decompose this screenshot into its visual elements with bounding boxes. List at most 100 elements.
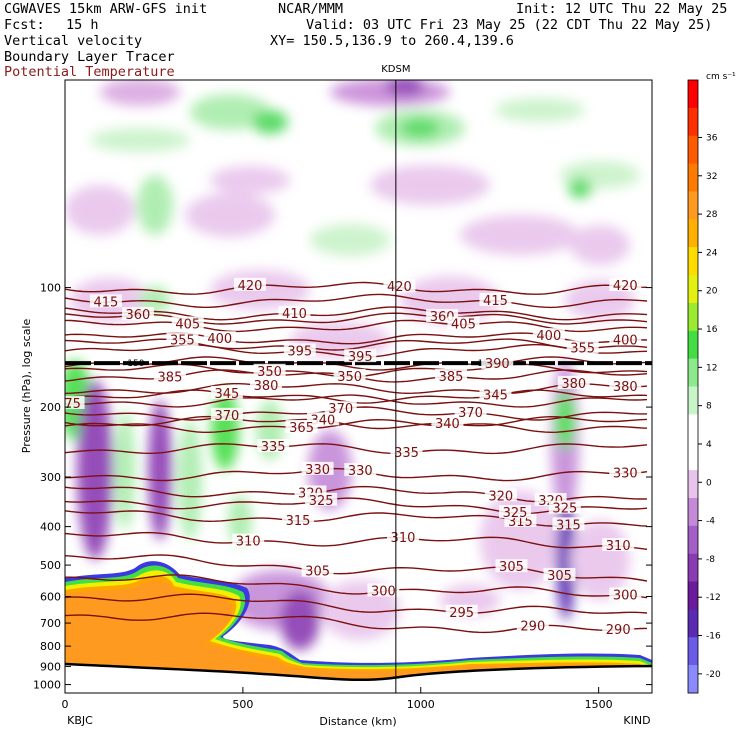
theta-label-bg [609,587,642,601]
theta-label-330: 330 [348,464,373,479]
theta-label-335: 335 [394,446,419,461]
theta-label-bg [447,316,480,330]
colorbar-swatch [688,442,698,471]
colorbar-swatch [688,219,698,248]
theta-contour-290 [65,612,648,634]
theta-label-bg [609,332,642,346]
colorbar-swatch [688,330,698,360]
theta-label-bg [253,363,286,377]
y-axis: 100 200 300 400 500 600 700 800 900 1000 [33,282,652,692]
theta-label-375: 375 [56,397,81,412]
theta-label-360: 360 [126,308,151,323]
theta-label-300: 300 [371,584,396,599]
theta-label-400: 400 [613,333,638,348]
theta-label-300: 300 [613,589,638,604]
theta-label-bg [232,533,265,547]
colorbar-swatch [688,275,698,304]
theta-label-bg [65,395,85,409]
theta-label-415: 415 [483,294,508,309]
colorbar-swatch [688,637,698,666]
theta-label-bg [481,355,514,369]
theta-label-345: 345 [214,387,239,402]
theta-contour-405 [65,319,648,333]
theta-contour-380 [65,382,648,395]
theta-label-415: 415 [93,295,118,310]
theta-label-bg [499,505,532,519]
theta-label-bg [609,465,642,479]
theta-label-bg [233,277,266,291]
colorbar-swatch [688,191,698,220]
theta-label-bg [344,463,377,477]
theta-label-420: 420 [387,280,412,295]
theta-label-bg [445,604,478,618]
theta-label-bg [166,332,199,346]
theta-label-390: 390 [485,357,510,372]
theta-label-370: 370 [328,402,353,417]
colorbar-swatch [688,553,698,583]
x-tick-label: 500 [232,698,253,711]
theta-label-bg [333,368,366,382]
theta-contour-315 [65,510,648,527]
theta-label-bg [89,294,122,308]
y-tick-label: 300 [40,471,61,484]
theta-label-bg [602,621,635,635]
theta-label-315: 315 [556,518,581,533]
theta-label-355: 355 [570,341,595,356]
theta-label-370: 370 [458,406,483,421]
colorbar-swatch [688,470,698,499]
colorbar-tick-label: 32 [706,172,717,182]
theta-label-bg [390,444,423,458]
theta-label-315: 315 [286,514,311,529]
theta-label-420: 420 [613,279,638,294]
cross-section-endpoints: XY= 150.5,136.9 to 260.4,139.6 [270,33,514,49]
theta-label-bg [484,488,517,502]
theta-label-bg [153,369,186,383]
x-tick-label: 1500 [585,698,613,711]
valid-time: Valid: 03 UTC Fri 23 May 25 (22 CDT Thu … [306,17,713,33]
y-tick-label: 600 [40,591,61,604]
field-boundary-layer-tracer: Boundary Layer Tracer [4,49,175,65]
station-marker-label: KDSM [381,64,410,75]
colorbar-swatch [688,525,698,555]
theta-label-bg [257,439,290,453]
y-tick-label: 200 [40,401,61,414]
colorbar-swatch [688,581,698,610]
theta-contour-295 [65,593,648,614]
theta-label-bg [301,563,334,577]
field-potential-temperature: Potential Temperature [4,64,175,80]
theta-label-385: 385 [158,370,183,385]
theta-label-420: 420 [238,279,263,294]
model-name: CGWAVES 15km ARW-GFS init [4,1,208,17]
theta-label-400: 400 [207,332,232,347]
y-axis-title: Pressure (hPa), log scale [20,319,33,454]
colorbar-tick-label: 28 [706,210,718,220]
theta-label-bg [495,559,528,573]
theta-contour-410 [65,306,648,321]
colorbar-tick-label: 24 [706,248,718,258]
colorbar-unit: cm s⁻¹ [706,72,736,82]
colorbar-tick-label: 36 [706,133,718,143]
theta-label-305: 305 [499,560,524,575]
colorbar-tick-label: -4 [706,517,715,527]
colorbar-swatch [688,80,698,109]
theta-label-335: 335 [261,440,286,455]
theta-label-bg [250,377,283,391]
theta-label-bg [278,305,311,319]
theta-label-395: 395 [348,350,373,365]
theta-label-bg [479,387,512,401]
theta-label-bg [454,405,487,419]
theta-contour-340 [65,415,648,430]
theta-contour-310 [65,531,648,550]
theta-label-325: 325 [309,494,334,509]
theta-label-bg [171,316,204,330]
theta-label-380: 380 [561,377,586,392]
theta-label-bg [609,278,642,292]
theta-label-320: 320 [488,489,513,504]
theta-label-bg [282,512,315,526]
colorbar-tick-label: -12 [706,593,721,603]
colorbar-swatch [688,247,698,276]
theta-label-bg [609,378,642,392]
colorbar-tick-label: 12 [706,363,717,373]
y-tick-label: 100 [40,282,61,295]
